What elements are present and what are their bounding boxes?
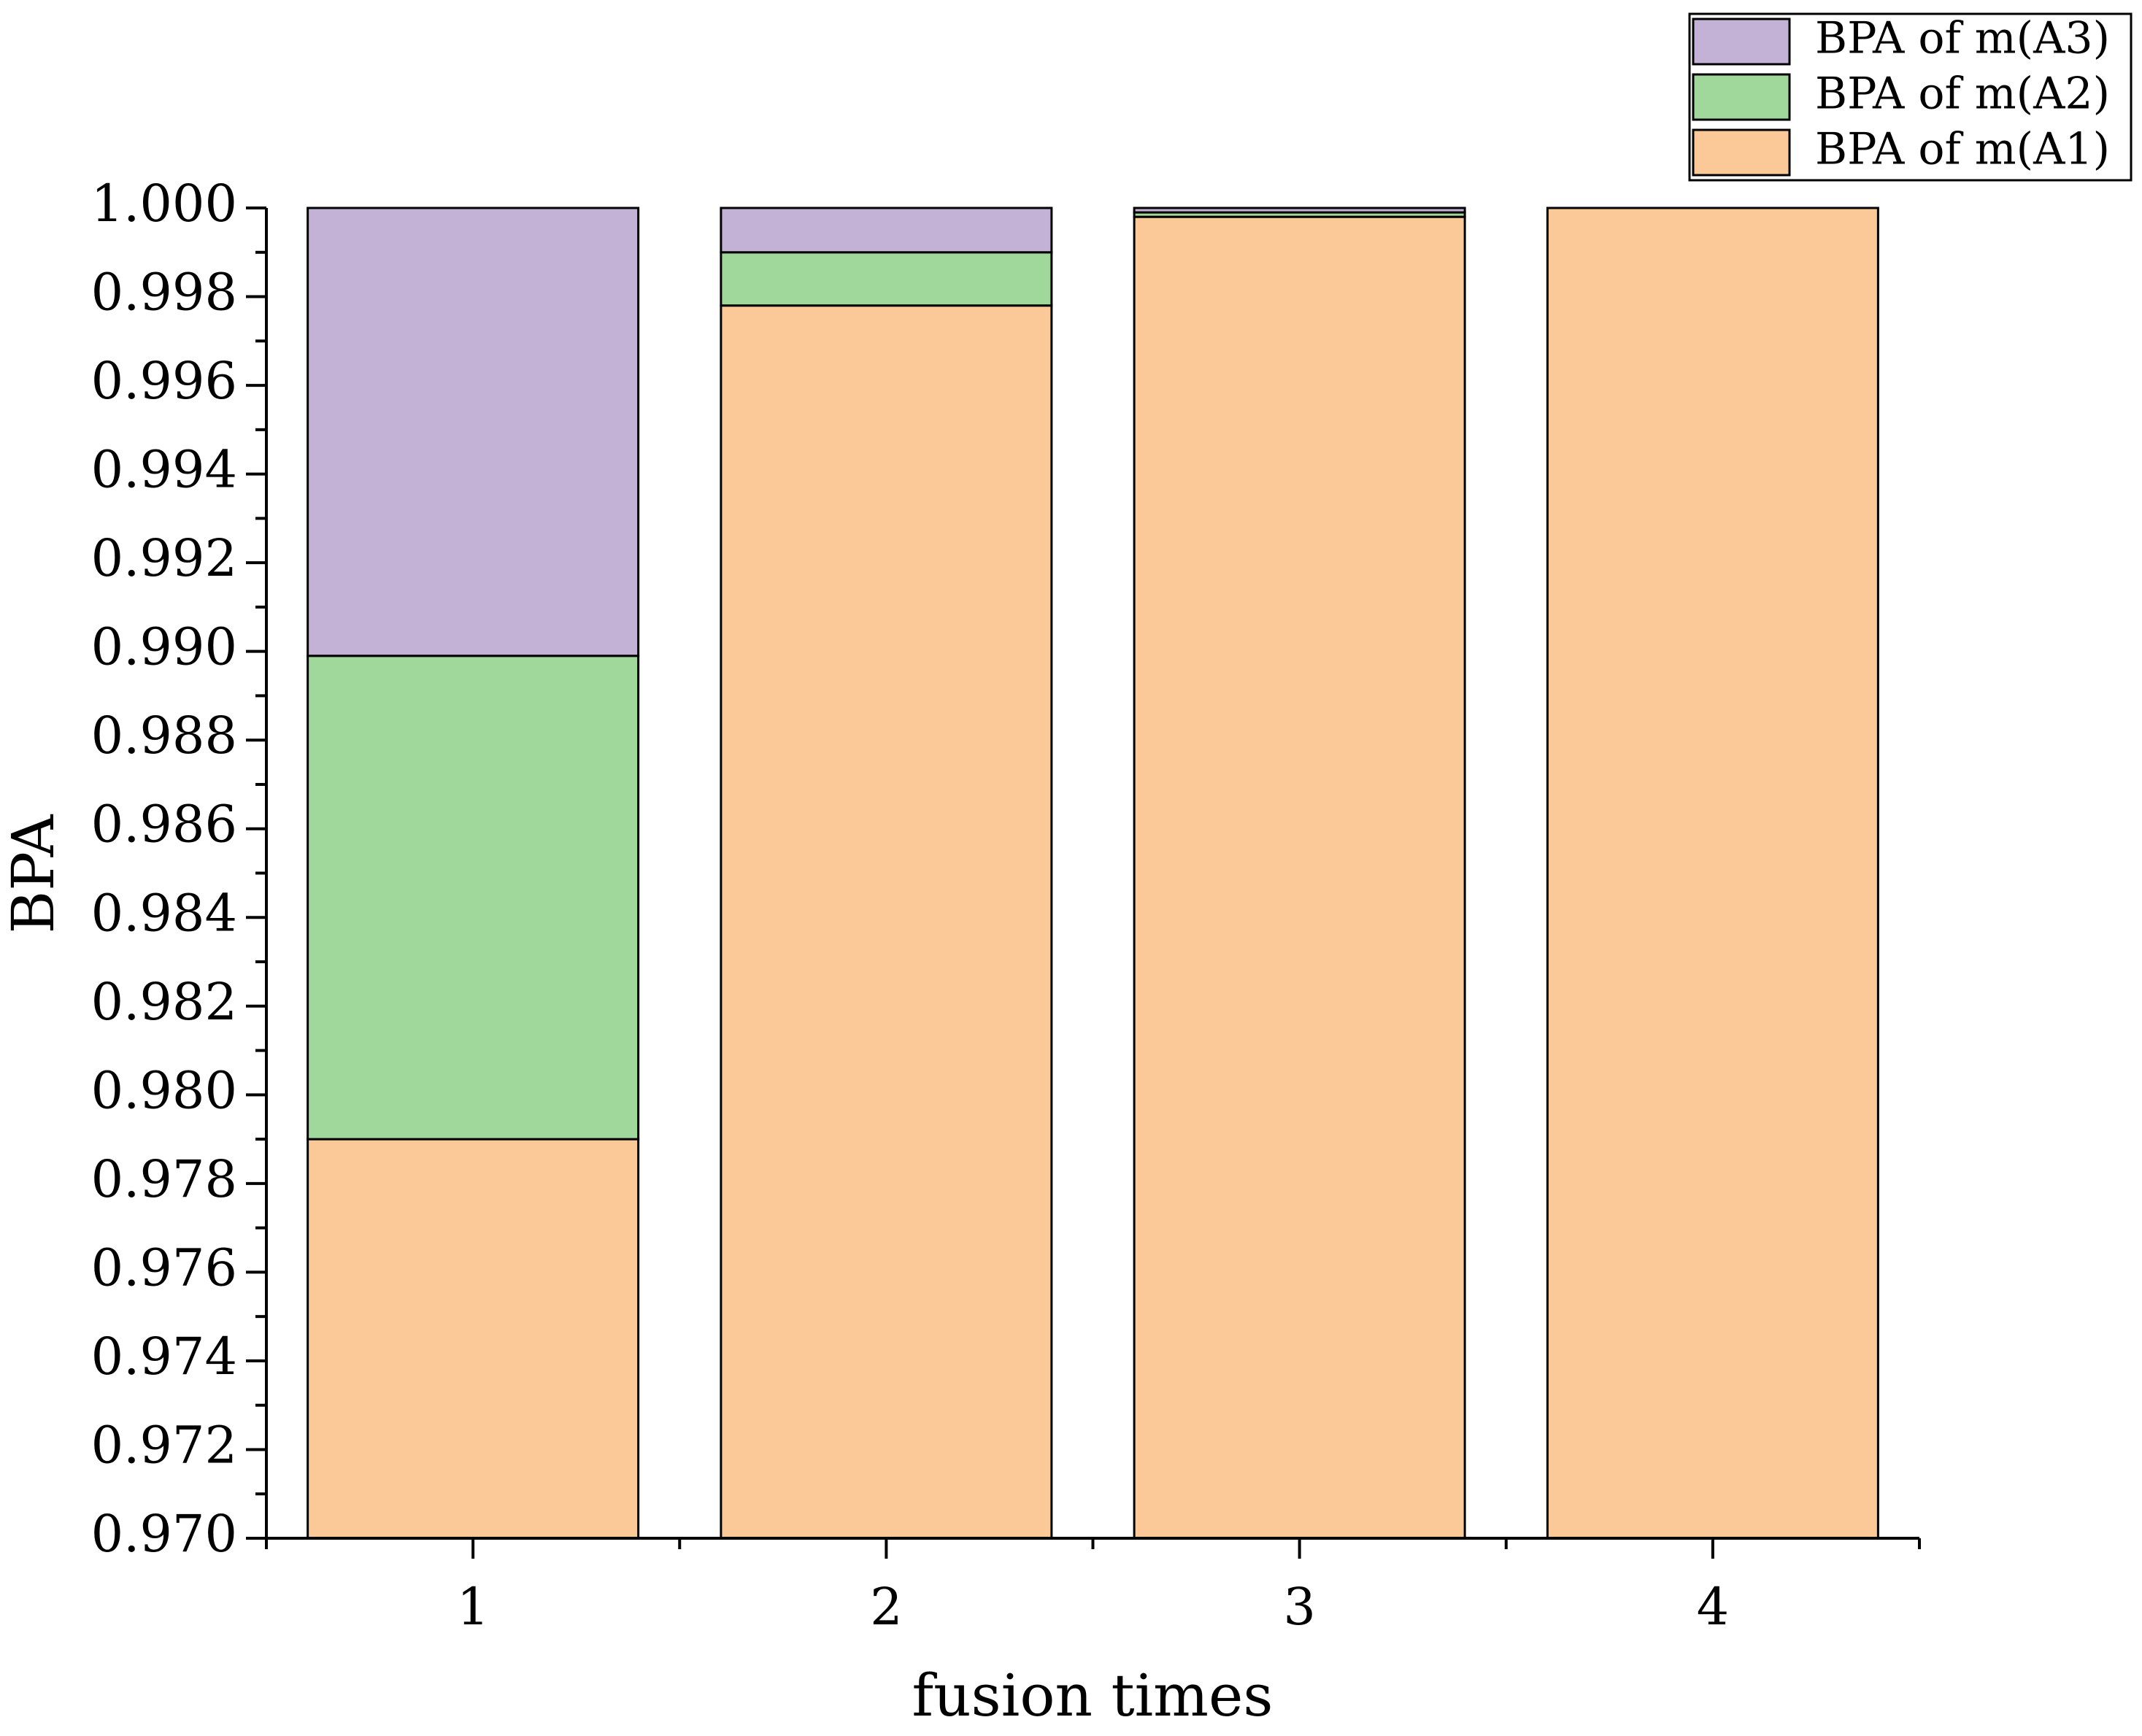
x-axis-label: fusion times bbox=[912, 1662, 1274, 1729]
legend-label: BPA of m(A1) bbox=[1815, 124, 2110, 175]
y-tick-label: 0.994 bbox=[91, 440, 237, 500]
y-tick-label: 0.980 bbox=[91, 1060, 237, 1120]
y-tick-label: 0.984 bbox=[91, 883, 237, 943]
y-tick-label: 0.986 bbox=[91, 795, 237, 855]
y-tick-label: 0.998 bbox=[91, 263, 237, 323]
y-tick-label: 0.976 bbox=[91, 1238, 237, 1297]
bar-segment bbox=[307, 655, 640, 1141]
bar-segment bbox=[720, 251, 1053, 307]
y-tick-label: 0.988 bbox=[91, 706, 237, 765]
y-tick-label: 0.982 bbox=[91, 972, 237, 1032]
bars bbox=[307, 207, 1879, 1538]
legend-swatch bbox=[1692, 18, 1791, 66]
legend-swatch bbox=[1692, 73, 1791, 121]
y-tick-label: 0.990 bbox=[91, 617, 237, 677]
legend-label: BPA of m(A3) bbox=[1815, 13, 2110, 64]
x-tick-label: 1 bbox=[457, 1577, 490, 1637]
x-tick-label: 4 bbox=[1697, 1577, 1730, 1637]
bar-segment bbox=[1133, 207, 1466, 214]
y-tick-label: 0.972 bbox=[91, 1415, 237, 1475]
x-tick-label: 3 bbox=[1283, 1577, 1316, 1637]
y-axis-label: BPA bbox=[0, 814, 67, 933]
bar-segment bbox=[1133, 215, 1466, 1538]
y-tick-label: 0.996 bbox=[91, 351, 237, 411]
y-tick-label: 1.000 bbox=[91, 174, 237, 234]
y-tick-label: 0.978 bbox=[91, 1149, 237, 1209]
legend-label: BPA of m(A2) bbox=[1815, 69, 2110, 120]
y-tick-label: 0.970 bbox=[91, 1504, 237, 1564]
x-tick-label: 2 bbox=[870, 1577, 903, 1637]
y-tick-label: 0.992 bbox=[91, 528, 237, 588]
bar-segment bbox=[720, 304, 1053, 1538]
legend-swatch bbox=[1692, 128, 1791, 177]
bar-segment bbox=[307, 207, 640, 657]
y-tick-label: 0.974 bbox=[91, 1327, 237, 1386]
bar-segment bbox=[720, 207, 1053, 254]
bar-segment bbox=[1546, 207, 1879, 1538]
bar-segment bbox=[307, 1138, 640, 1538]
